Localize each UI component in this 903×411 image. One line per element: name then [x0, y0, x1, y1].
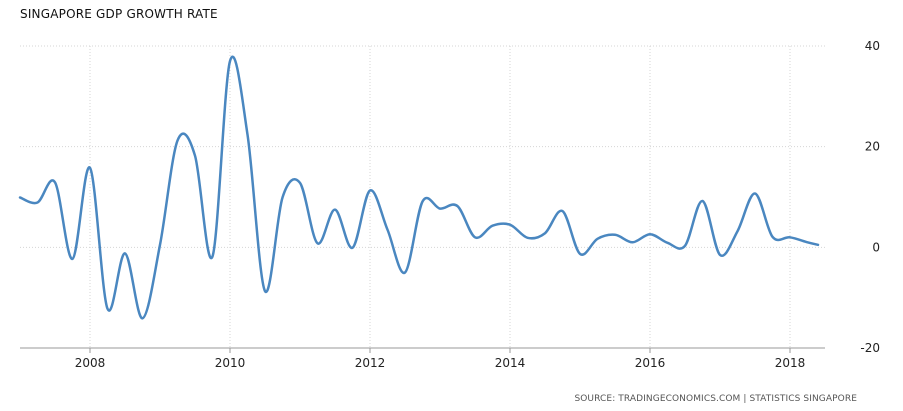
x-tick-label: 2010	[215, 356, 246, 370]
x-tick-label: 2014	[495, 356, 526, 370]
y-tick-label: 20	[865, 140, 880, 154]
x-tick-label: 2016	[635, 356, 666, 370]
chart-title: SINGAPORE GDP GROWTH RATE	[20, 7, 218, 21]
source-note: SOURCE: TRADINGECONOMICS.COM | STATISTIC…	[574, 394, 857, 404]
x-tick-label: 2018	[775, 356, 806, 370]
series-line	[18, 55, 820, 320]
y-tick-label: 40	[865, 39, 880, 53]
x-tick-label: 2012	[355, 356, 386, 370]
x-tick-label: 2008	[75, 356, 106, 370]
y-tick-label: -20	[860, 341, 880, 355]
y-tick-label: 0	[872, 240, 880, 254]
